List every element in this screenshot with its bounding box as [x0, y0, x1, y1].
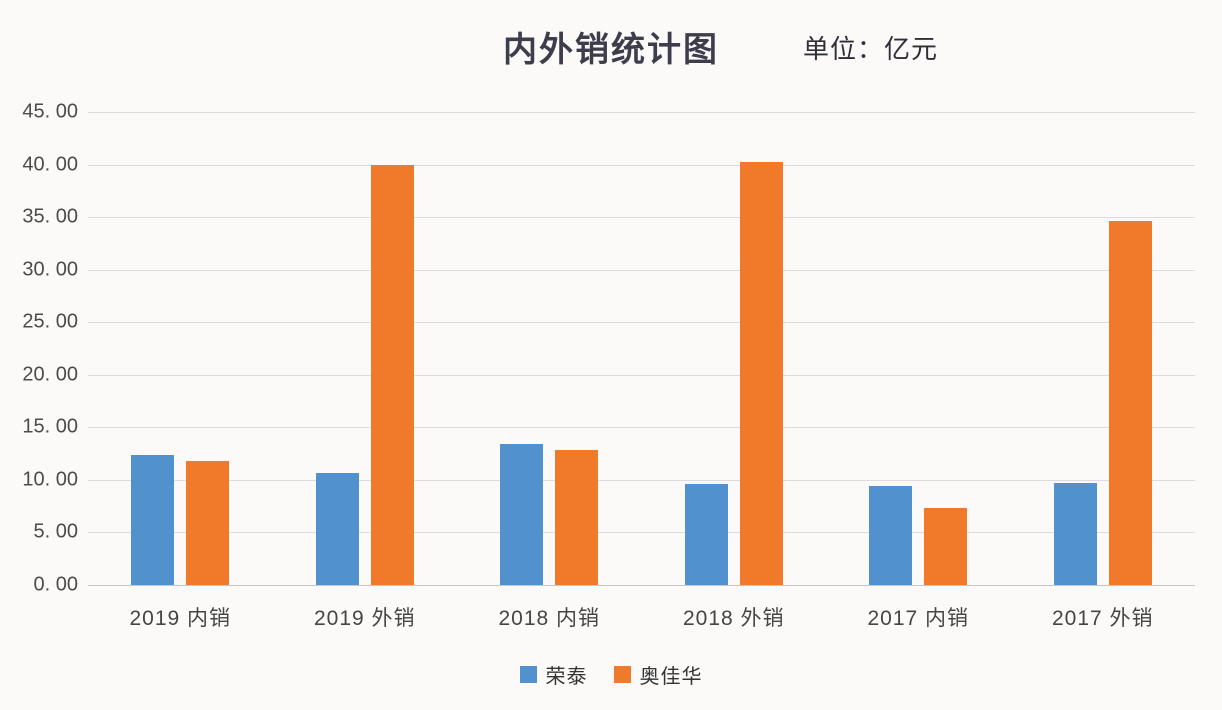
- bar-group: [457, 112, 642, 585]
- gridline: [88, 164, 1195, 166]
- legend-item-series0: 荣泰: [519, 660, 588, 689]
- bar-series1-cat2: [555, 450, 599, 585]
- x-axis-label: 2018 内销: [498, 607, 601, 630]
- gridline: [88, 112, 1195, 113]
- y-axis-tick-label: 45. 00: [22, 100, 78, 123]
- x-axis-label: 2019 外销: [313, 607, 416, 630]
- gridline: [88, 479, 1195, 481]
- bar-group: [273, 112, 458, 585]
- bar-series1-cat0: [186, 460, 230, 585]
- gridline: [88, 532, 1195, 534]
- y-axis-tick-label: 10. 00: [22, 468, 78, 491]
- gridline: [88, 374, 1195, 376]
- gridline: [88, 217, 1195, 219]
- y-axis-tick-label: 5. 00: [33, 520, 78, 543]
- x-axis-label: 2018 外销: [682, 607, 785, 630]
- bar-series1-cat4: [924, 508, 968, 585]
- y-axis-tick-label: 0. 00: [33, 573, 78, 596]
- bar-series1-cat3: [739, 162, 783, 585]
- chart-title: 内外销统计图: [503, 31, 719, 69]
- bar-series1-cat1: [370, 164, 414, 585]
- bar-series0-cat5: [1053, 483, 1097, 585]
- bar-group: [88, 112, 273, 585]
- legend: 荣泰 奥佳华: [0, 660, 1222, 689]
- bar-series0-cat3: [684, 484, 728, 585]
- bar-series0-cat4: [869, 486, 913, 585]
- bar-group: [1011, 112, 1196, 585]
- y-axis-tick-label: 30. 00: [22, 258, 78, 281]
- bar-series0-cat1: [315, 472, 359, 585]
- gridline: [88, 269, 1195, 271]
- y-axis-labels: 45. 00 40. 00 35. 00 30. 00 25. 00 20. 00 15. …: [0, 101, 78, 596]
- plot-area: [88, 112, 1195, 586]
- x-axis-labels: 2019 内销 2019 外销 2018 内销 2018 外销 2017 内销 2017 …: [88, 602, 1195, 632]
- y-axis-tick-label: 15. 00: [22, 415, 78, 438]
- y-axis-tick-label: 35. 00: [22, 205, 78, 228]
- bars-layer: [88, 112, 1195, 585]
- gridline: [88, 322, 1195, 324]
- bar-series1-cat5: [1108, 221, 1152, 585]
- unit-label: 单位：亿元: [803, 34, 939, 64]
- bar-group: [826, 112, 1011, 585]
- bar-series0-cat0: [131, 454, 175, 585]
- legend-swatch: [519, 666, 537, 683]
- y-axis-tick-label: 40. 00: [22, 153, 78, 176]
- bar-group: [642, 112, 827, 585]
- legend-swatch: [613, 666, 631, 683]
- gridline: [88, 427, 1195, 429]
- legend-label: 奥佳华: [639, 666, 703, 688]
- legend-label: 荣泰: [545, 666, 588, 688]
- bar-series0-cat2: [500, 444, 544, 585]
- y-axis-tick-label: 20. 00: [22, 363, 78, 386]
- x-axis-label: 2019 内销: [129, 607, 232, 630]
- y-axis-tick-label: 25. 00: [22, 310, 78, 333]
- x-axis-label: 2017 内销: [867, 607, 970, 630]
- gridline: [88, 585, 1195, 586]
- legend-item-series1: 奥佳华: [613, 660, 703, 689]
- x-axis-label: 2017 外销: [1051, 607, 1154, 630]
